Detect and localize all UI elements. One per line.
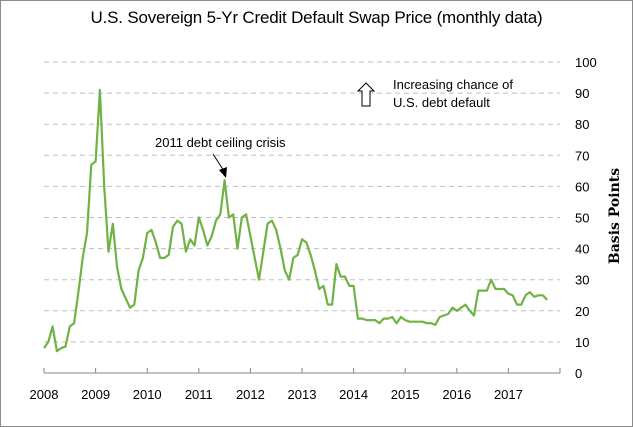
y-tick-label-0: 0 (575, 366, 582, 381)
x-tick-label-2015: 2015 (391, 387, 420, 402)
x-tick-label-2009: 2009 (81, 387, 110, 402)
y-tick-label-80: 80 (575, 117, 589, 132)
y-tick-label-60: 60 (575, 179, 589, 194)
y-tick-label-50: 50 (575, 211, 589, 226)
y-tick-label-90: 90 (575, 86, 589, 101)
x-tick-label-2010: 2010 (133, 387, 162, 402)
x-tick-label-2013: 2013 (288, 387, 317, 402)
y-tick-label-20: 20 (575, 304, 589, 319)
x-tick-label-2016: 2016 (442, 387, 471, 402)
x-tick-label-2014: 2014 (339, 387, 368, 402)
x-tick-label-2011: 2011 (185, 387, 213, 402)
x-tick-label-2008: 2008 (30, 387, 59, 402)
y-tick-label-70: 70 (575, 148, 589, 163)
annotation-arrowhead-icon (219, 167, 227, 178)
x-tick-label-2017: 2017 (494, 387, 523, 402)
y-tick-label-100: 100 (575, 55, 597, 70)
x-tick-label-2012: 2012 (236, 387, 265, 402)
y-tick-label-40: 40 (575, 242, 589, 257)
annotation-increasing-line2: U.S. debt default (393, 95, 490, 110)
up-arrow-icon (356, 82, 376, 107)
y-axis-label: Basis Points (607, 168, 623, 264)
annotation-increasing-line1: Increasing chance of (393, 77, 513, 92)
annotation-debt-ceiling: 2011 debt ceiling crisis (155, 135, 286, 150)
y-tick-label-10: 10 (575, 335, 589, 350)
series-line-us-cds (43, 88, 548, 353)
annotation-arrow-line (212, 153, 225, 172)
y-tick-label-30: 30 (575, 273, 589, 288)
chart-title: U.S. Sovereign 5-Yr Credit Default Swap … (90, 8, 543, 27)
